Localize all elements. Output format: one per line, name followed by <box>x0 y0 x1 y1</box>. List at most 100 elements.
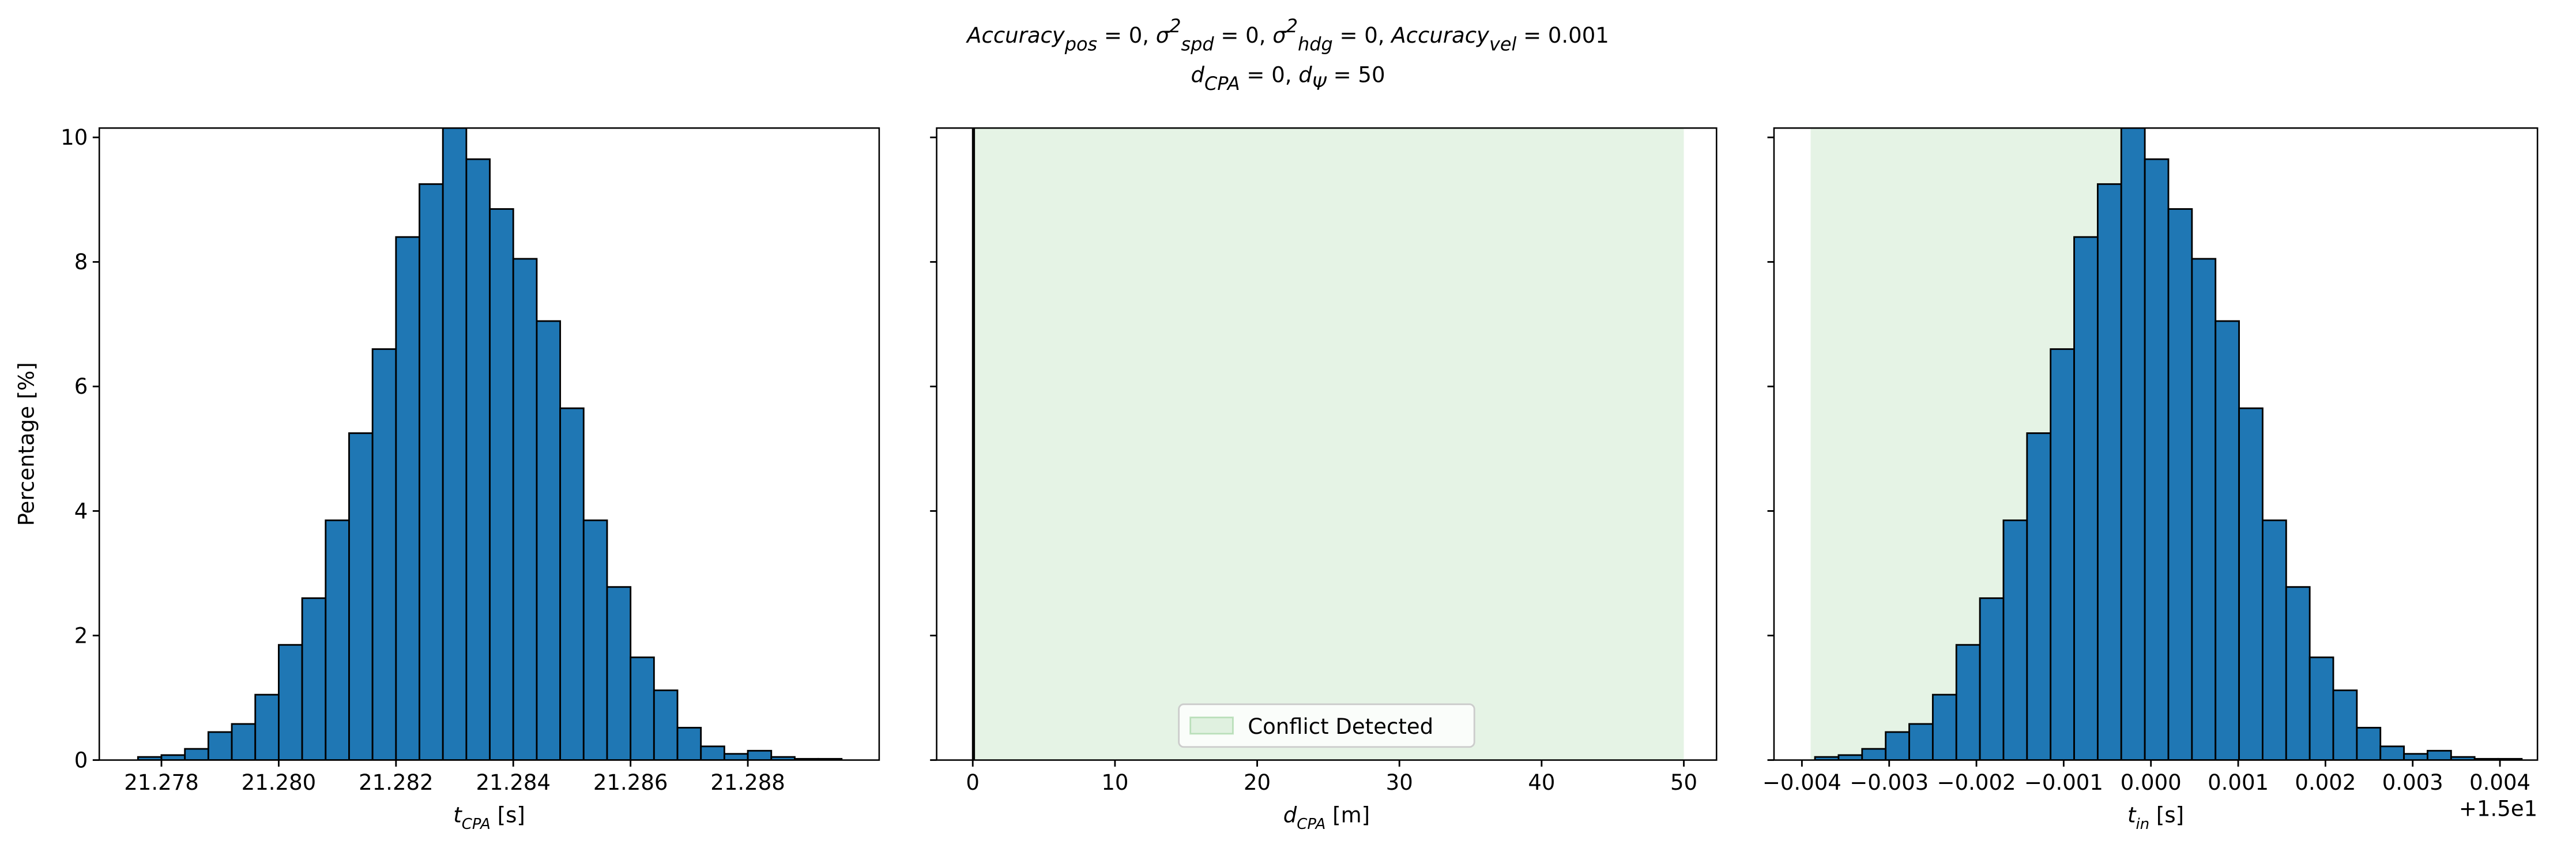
plot-area <box>1810 128 2523 760</box>
text-segment: in <box>2136 816 2150 833</box>
bar <box>465 158 491 760</box>
bar <box>419 183 444 760</box>
bar <box>2427 749 2452 760</box>
bar <box>2238 407 2264 760</box>
x-tick-label: 20 <box>1244 770 1271 795</box>
text-segment: = 50 <box>1327 62 1385 87</box>
bar <box>2002 519 2028 760</box>
text-segment: d <box>1191 62 1204 87</box>
rich-text: dCPA [m] <box>1283 803 1370 833</box>
text-segment: CPA <box>1297 816 1325 833</box>
text-segment: hdg <box>1298 33 1333 55</box>
bar <box>512 258 538 760</box>
bar <box>2285 586 2311 760</box>
bar <box>971 128 976 760</box>
x-tick-label: 0.000 <box>2121 770 2182 795</box>
y-tick-label: 2 <box>74 623 88 648</box>
bar <box>2356 726 2382 760</box>
bar <box>2262 519 2287 760</box>
bar <box>2026 432 2052 760</box>
bar <box>1955 644 1981 760</box>
bar <box>1861 748 1887 760</box>
text-segment: t <box>453 803 462 828</box>
bar <box>489 208 514 760</box>
bar <box>2073 236 2099 760</box>
text-segment: σ <box>1156 23 1170 48</box>
legend-label: Conflict Detected <box>1248 714 1433 739</box>
bar <box>2120 128 2146 760</box>
bar <box>231 723 257 760</box>
bar <box>2096 183 2122 760</box>
bar <box>348 432 374 760</box>
text-segment: [s] <box>491 803 525 828</box>
y-tick-label: 6 <box>74 374 88 399</box>
x-tick-label: 21.284 <box>476 770 551 795</box>
bar <box>325 519 350 760</box>
text-segment: t <box>2127 803 2137 828</box>
x-tick-label: 0.001 <box>2208 770 2269 795</box>
text-segment: [m] <box>1325 803 1370 828</box>
rich-text: Accuracypos = 0, σ2spd = 0, σ2hdg = 0, A… <box>966 15 1609 55</box>
x-tick-label: 30 <box>1386 770 1413 795</box>
bar <box>207 731 233 760</box>
plot-area <box>137 128 843 760</box>
text-segment: σ <box>1272 23 1287 48</box>
offset-text: +1.5e1 <box>2459 796 2537 821</box>
x-tick-label: 0.004 <box>2469 770 2530 795</box>
x-tick-label: 21.280 <box>242 770 317 795</box>
bar <box>2167 208 2193 760</box>
text-segment: = 0, <box>1333 23 1392 48</box>
text-segment: Accuracy <box>966 23 1065 48</box>
bar <box>1979 597 2005 760</box>
bar <box>1885 731 1910 760</box>
bar <box>2215 320 2240 760</box>
bar <box>254 693 280 760</box>
x-tick-label: 0.002 <box>2295 770 2356 795</box>
bar <box>653 689 679 760</box>
x-tick-label: 40 <box>1528 770 1555 795</box>
bar <box>2332 689 2358 760</box>
shaded-span <box>973 128 1684 760</box>
bar <box>606 586 632 760</box>
bar <box>630 656 655 760</box>
text-segment: CPA <box>462 816 491 833</box>
text-segment: 2 <box>1286 15 1298 37</box>
x-tick-label: 21.288 <box>710 770 785 795</box>
y-axis-label: Percentage [%] <box>14 362 39 526</box>
text-segment: d <box>1298 62 1312 87</box>
text-segment: = 0, <box>1097 23 1156 48</box>
x-tick-label: 50 <box>1670 770 1697 795</box>
x-tick-label: −0.004 <box>1762 770 1841 795</box>
text-segment: d <box>1283 803 1297 828</box>
text-segment: spd <box>1181 33 1215 55</box>
rich-text: dCPA = 0, dΨ = 50 <box>1191 62 1385 95</box>
rich-text: tin [s] <box>2127 803 2184 833</box>
y-tick-label: 4 <box>74 499 88 523</box>
legend-swatch <box>1189 717 1234 735</box>
bar <box>559 407 585 760</box>
axes-frame <box>1773 127 2539 761</box>
bar <box>301 597 327 760</box>
x-tick-label: 0 <box>966 770 980 795</box>
bar <box>278 644 303 760</box>
text-segment: vel <box>1489 33 1516 55</box>
bar <box>2308 656 2334 760</box>
plot-area <box>971 128 1684 760</box>
bar <box>2050 348 2075 760</box>
y-tick-label: 8 <box>74 250 88 274</box>
x-tick-label: 10 <box>1101 770 1128 795</box>
bar <box>1908 723 1934 760</box>
rich-text: tCPA [s] <box>453 803 525 833</box>
x-tick-label: −0.003 <box>1850 770 1929 795</box>
x-tick-label: 21.286 <box>593 770 668 795</box>
bar <box>2379 745 2405 760</box>
bar <box>2403 753 2428 760</box>
bar <box>700 745 725 760</box>
bar <box>747 749 773 760</box>
text-segment: pos <box>1064 33 1097 55</box>
axes-frame <box>98 127 880 761</box>
bar <box>160 754 186 760</box>
text-segment: Accuracy <box>1390 23 1490 48</box>
text-segment: Ψ <box>1312 73 1327 95</box>
